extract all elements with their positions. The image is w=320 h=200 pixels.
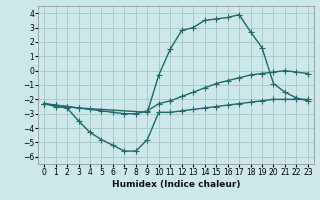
X-axis label: Humidex (Indice chaleur): Humidex (Indice chaleur) [112,180,240,189]
